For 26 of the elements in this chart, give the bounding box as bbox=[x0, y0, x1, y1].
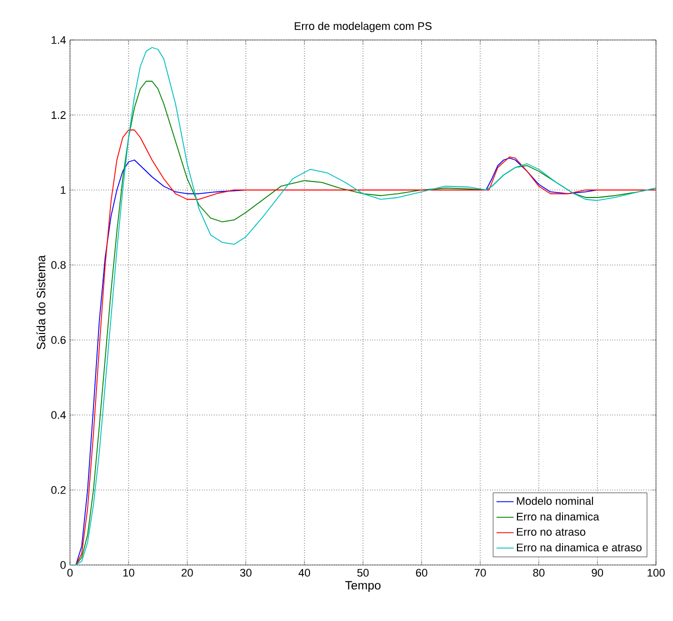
legend-label: Modelo nominal bbox=[516, 496, 593, 505]
x-tick-label: 40 bbox=[298, 568, 310, 577]
legend-label: Erro na dinamica e atraso bbox=[516, 543, 642, 552]
chart-title: Erro de modelagem com PS bbox=[294, 22, 432, 32]
x-tick-label: 20 bbox=[182, 568, 193, 577]
x-tick-label: 0 bbox=[67, 568, 73, 577]
legend-label: Erro na dinamica bbox=[516, 512, 600, 521]
x-tick-label: 70 bbox=[474, 568, 486, 577]
x-tick-label: 90 bbox=[592, 568, 604, 577]
x-tick-label: 50 bbox=[357, 568, 369, 577]
y-axis-title: Saída do Sistema bbox=[36, 255, 46, 350]
x-tick-label: 10 bbox=[123, 568, 134, 577]
x-axis-title: Tempo bbox=[345, 581, 381, 592]
legend-label: Erro no atraso bbox=[516, 528, 586, 536]
x-tick-label: 100 bbox=[648, 568, 665, 577]
x-tick-label: 80 bbox=[533, 568, 544, 577]
y-tick-label: 1.2 bbox=[52, 111, 66, 119]
x-tick-label: 30 bbox=[240, 568, 252, 577]
y-tick-label: 1.4 bbox=[52, 36, 66, 44]
x-tick-label: 60 bbox=[416, 568, 428, 577]
y-tick-label: 1 bbox=[60, 186, 66, 194]
y-tick-label: 0.4 bbox=[51, 411, 66, 419]
y-tick-label: 0.8 bbox=[51, 261, 66, 269]
y-tick-label: 0.2 bbox=[51, 486, 66, 494]
y-tick-label: 0.6 bbox=[51, 336, 66, 344]
y-tick-label: 0 bbox=[60, 561, 66, 569]
